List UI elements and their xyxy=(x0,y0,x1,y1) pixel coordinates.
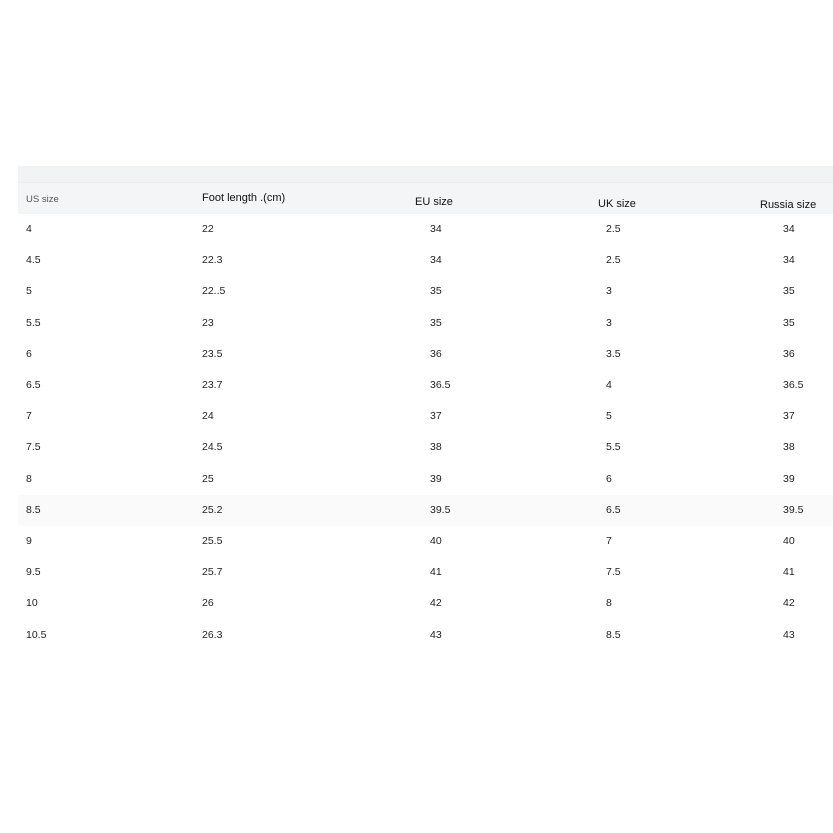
cell-eu-size: 43 xyxy=(430,628,442,641)
cell-uk-size: 3 xyxy=(606,316,612,329)
table-row: 5.5 23 35 3 35 xyxy=(18,308,833,339)
table-row: 4 22 34 2.5 34 xyxy=(18,214,833,245)
table-row: 10 26 42 8 42 xyxy=(18,588,833,619)
cell-foot-length: 25.2 xyxy=(202,503,223,516)
cell-russia-size: 37 xyxy=(783,410,795,423)
cell-uk-size: 7 xyxy=(606,535,612,547)
cell-us-size: 6 xyxy=(26,347,32,360)
cell-russia-size: 39.5 xyxy=(783,503,804,516)
header-foot-length: Foot length .(cm) xyxy=(202,192,286,204)
cell-uk-size: 4 xyxy=(606,379,612,391)
cell-eu-size: 41 xyxy=(430,566,442,579)
cell-us-size: 4.5 xyxy=(26,254,41,267)
cell-eu-size: 35 xyxy=(430,285,442,298)
table-row: 8.5 25.2 39.5 6.5 39.5 xyxy=(18,494,833,526)
cell-uk-size: 6.5 xyxy=(606,503,621,516)
cell-eu-size: 36 xyxy=(430,347,442,360)
cell-foot-length: 23 xyxy=(202,316,214,329)
cell-eu-size: 40 xyxy=(430,535,442,547)
table-row: 9 25.5 40 7 40 xyxy=(18,526,833,557)
cell-russia-size: 35 xyxy=(783,316,795,329)
cell-us-size: 9 xyxy=(26,535,32,547)
table-header: US size Foot length .(cm) EU size UK siz… xyxy=(18,166,833,214)
cell-uk-size: 8 xyxy=(606,597,612,610)
cell-foot-length: 25.5 xyxy=(202,535,223,547)
cell-uk-size: 8.5 xyxy=(606,628,621,641)
cell-russia-size: 41 xyxy=(783,566,795,579)
table-row: 8 25 39 6 39 xyxy=(18,464,833,495)
cell-foot-length: 26.3 xyxy=(202,628,223,641)
cell-foot-length: 23.5 xyxy=(202,347,223,360)
cell-russia-size: 42 xyxy=(783,597,795,610)
table-row: 6.5 23.7 36.5 4 36.5 xyxy=(18,370,833,401)
cell-eu-size: 34 xyxy=(430,223,442,235)
cell-eu-size: 39 xyxy=(430,472,442,485)
cell-us-size: 5 xyxy=(26,285,32,298)
cell-uk-size: 5.5 xyxy=(606,441,621,454)
table-row: 6 23.5 36 3.5 36 xyxy=(18,339,833,370)
header-uk-size: UK size xyxy=(598,198,636,210)
cell-uk-size: 6 xyxy=(606,472,612,485)
cell-eu-size: 35 xyxy=(430,316,442,329)
cell-uk-size: 7.5 xyxy=(606,566,621,579)
cell-us-size: 4 xyxy=(26,223,32,235)
cell-eu-size: 34 xyxy=(430,254,442,267)
cell-foot-length: 26 xyxy=(202,597,214,610)
cell-russia-size: 39 xyxy=(783,472,795,485)
table-row: 7 24 37 5 37 xyxy=(18,401,833,432)
cell-uk-size: 2.5 xyxy=(606,254,621,267)
cell-uk-size: 5 xyxy=(606,410,612,423)
cell-russia-size: 38 xyxy=(783,441,795,454)
cell-foot-length: 24 xyxy=(202,410,214,423)
cell-foot-length: 22 xyxy=(202,223,214,235)
cell-us-size: 10.5 xyxy=(26,628,47,641)
cell-foot-length: 24.5 xyxy=(202,441,223,454)
cell-eu-size: 38 xyxy=(430,441,442,454)
table-row: 5 22..5 35 3 35 xyxy=(18,276,833,307)
cell-russia-size: 43 xyxy=(783,628,795,641)
cell-russia-size: 40 xyxy=(783,535,795,547)
cell-foot-length: 25 xyxy=(202,472,214,485)
cell-us-size: 8 xyxy=(26,472,32,485)
cell-eu-size: 39.5 xyxy=(430,503,451,516)
cell-uk-size: 2.5 xyxy=(606,223,621,235)
cell-us-size: 5.5 xyxy=(26,316,41,329)
cell-russia-size: 34 xyxy=(783,254,795,267)
cell-uk-size: 3 xyxy=(606,285,612,298)
cell-russia-size: 34 xyxy=(783,223,795,235)
table-row: 4.5 22.3 34 2.5 34 xyxy=(18,245,833,276)
cell-russia-size: 36.5 xyxy=(783,379,804,391)
cell-foot-length: 23.7 xyxy=(202,379,223,391)
cell-us-size: 6.5 xyxy=(26,379,41,391)
cell-foot-length: 22.3 xyxy=(202,254,223,267)
cell-foot-length: 25.7 xyxy=(202,566,223,579)
table-row: 9.5 25.7 41 7.5 41 xyxy=(18,557,833,588)
cell-us-size: 9.5 xyxy=(26,566,41,579)
header-russia-size: Russia size xyxy=(760,199,817,211)
cell-foot-length: 22..5 xyxy=(202,285,226,298)
cell-eu-size: 42 xyxy=(430,597,442,610)
header-band xyxy=(18,166,833,183)
table-row: 10.5 26.3 43 8.5 43 xyxy=(18,620,833,651)
cell-russia-size: 35 xyxy=(783,285,795,298)
header-us-size: US size xyxy=(26,194,59,205)
cell-us-size: 8.5 xyxy=(26,503,41,516)
cell-eu-size: 36.5 xyxy=(430,379,451,391)
header-eu-size: EU size xyxy=(415,196,453,208)
cell-us-size: 7 xyxy=(26,410,32,423)
table-row: 7.5 24.5 38 5.5 38 xyxy=(18,432,833,463)
cell-us-size: 10 xyxy=(26,597,38,610)
cell-eu-size: 37 xyxy=(430,410,442,423)
cell-uk-size: 3.5 xyxy=(606,347,621,360)
cell-us-size: 7.5 xyxy=(26,441,41,454)
cell-russia-size: 36 xyxy=(783,347,795,360)
